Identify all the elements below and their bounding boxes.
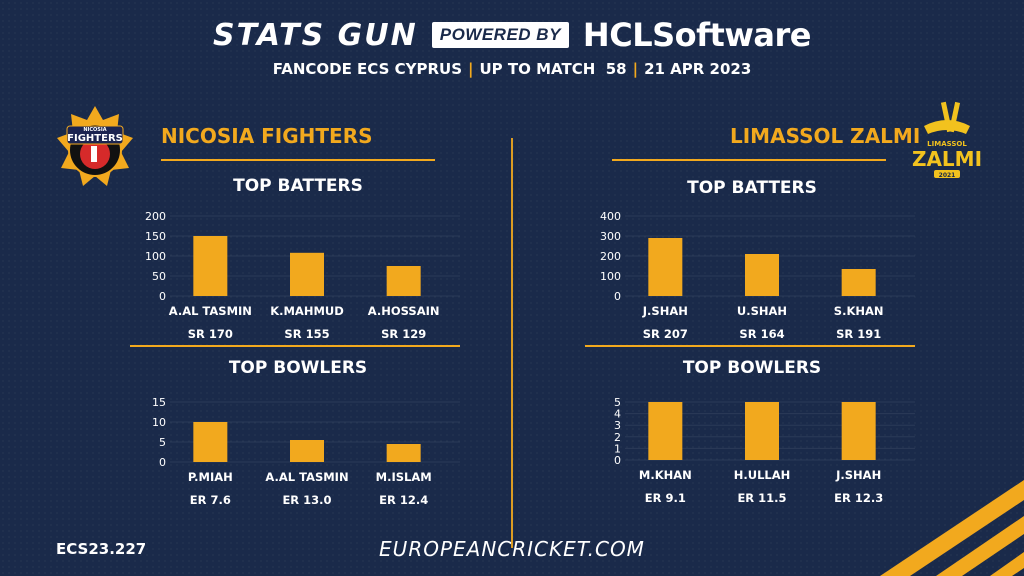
section-title-batters-left: TOP BATTERS (233, 176, 363, 196)
team-name-right: LIMASSOL ZALMI (730, 124, 921, 148)
x-category-label: H.ULLAH (734, 468, 791, 482)
team-underline-right (612, 159, 886, 161)
corner-stripes (880, 480, 1024, 576)
nicosia-fighters-logo: NICOSIA FIGHTERS (57, 106, 133, 186)
bar (386, 266, 421, 296)
stat-sublabel: SR 170 (188, 327, 233, 341)
brand-title: STATS GUN (213, 17, 418, 53)
x-category-label: A.AL TASMIN (169, 304, 252, 318)
y-tick-label: 4 (614, 408, 621, 421)
bar (386, 444, 421, 462)
bar (648, 238, 683, 296)
logo-text: NICOSIA (83, 127, 106, 133)
stat-sublabel: SR 129 (381, 327, 426, 341)
chart-left-batters: 0 50 100 150 200 A.AL TASMIN SR 170 K.MAHMUD SR … (145, 210, 460, 341)
y-tick-label: 200 (600, 250, 621, 263)
x-category-label: M.ISLAM (376, 470, 432, 484)
y-tick-label: 5 (614, 396, 621, 409)
y-tick-label: 300 (600, 230, 621, 243)
limassol-zalmi-logo: LIMASSOL ZALMI 2021 (912, 101, 982, 179)
y-tick-label: 10 (152, 416, 166, 429)
bar (290, 440, 324, 462)
stat-sublabel: ER 13.0 (282, 493, 331, 507)
section-title-bowlers-left: TOP BOWLERS (228, 358, 368, 378)
stat-sublabel: ER 9.1 (645, 491, 686, 505)
subtitle-separator: | (468, 60, 474, 78)
y-tick-label: 0 (614, 290, 621, 303)
team-underline-left (161, 159, 435, 161)
bar (841, 269, 876, 296)
x-category-label: P.MIAH (188, 470, 233, 484)
x-category-label: K.MAHMUD (270, 304, 344, 318)
x-category-label: J.SHAH (835, 468, 881, 482)
x-category-label: A.AL TASMIN (265, 470, 348, 484)
y-tick-label: 100 (145, 250, 166, 263)
bar (193, 236, 228, 296)
stat-sublabel: ER 11.5 (737, 491, 786, 505)
y-tick-label: 100 (600, 270, 621, 283)
team-name-left: NICOSIA FIGHTERS (161, 124, 373, 148)
subtitle-date: 21 APR 2023 (644, 60, 752, 78)
x-category-label: M.KHAN (639, 468, 692, 482)
y-tick-label: 200 (145, 210, 166, 223)
bar (745, 402, 779, 460)
y-tick-label: 5 (159, 436, 166, 449)
chart-left-bowlers: 0 5 10 15 P.MIAH ER 7.6 A.AL TASMIN ER 13.0 M.IS… (152, 396, 460, 507)
y-tick-label: 50 (152, 270, 166, 283)
subtitle-separator: | (632, 60, 639, 78)
logo-text: FIGHTERS (67, 133, 123, 144)
center-divider (511, 138, 513, 548)
y-tick-label: 1 (614, 442, 621, 455)
section-divider-right (585, 345, 915, 347)
section-title-bowlers-right: TOP BOWLERS (682, 358, 822, 378)
stat-sublabel: SR 207 (643, 327, 688, 341)
x-category-label: A.HOSSAIN (368, 304, 440, 318)
subtitle: FANCODE ECS CYPRUS | UP TO MATCH 58 | 21 APR… (0, 60, 1024, 78)
stat-sublabel: ER 12.4 (379, 493, 428, 507)
x-category-label: S.KHAN (834, 304, 884, 318)
subtitle-match: UP TO MATCH 58 (479, 60, 627, 78)
x-category-label: U.SHAH (737, 304, 787, 318)
logo-text: LIMASSOL (927, 140, 967, 148)
section-divider-left (130, 345, 460, 347)
x-category-label: J.SHAH (642, 304, 688, 318)
stat-sublabel: SR 191 (836, 327, 881, 341)
y-tick-label: 3 (614, 419, 621, 432)
header-title: STATS GUN POWERED BY HCLSoftware (0, 16, 1024, 54)
powered-by-badge: POWERED BY (431, 22, 569, 48)
bar (648, 402, 683, 460)
y-tick-label: 150 (145, 230, 166, 243)
bar (193, 422, 228, 462)
bar (841, 402, 876, 460)
stat-sublabel: ER 7.6 (190, 493, 231, 507)
footer-site: EUROPEANCRICKET.COM (379, 537, 645, 561)
stat-sublabel: ER 12.3 (834, 491, 883, 505)
bar (745, 254, 779, 296)
bar (290, 252, 324, 296)
y-tick-label: 15 (152, 396, 166, 409)
sponsor-logo: HCLSoftware (582, 16, 812, 54)
chart-right-batters: 0 100 200 300 400 J.SHAH SR 207 U.SHAH SR 164 S.K… (600, 210, 915, 341)
y-tick-label: 400 (600, 210, 621, 223)
stat-sublabel: SR 164 (739, 327, 784, 341)
logo-text: ZALMI (912, 147, 982, 171)
y-tick-label: 0 (159, 290, 166, 303)
logo-text: 2021 (939, 172, 956, 179)
y-tick-label: 2 (614, 431, 621, 444)
section-title-batters-right: TOP BATTERS (687, 178, 817, 198)
y-tick-label: 0 (614, 454, 621, 467)
stat-sublabel: SR 155 (284, 327, 329, 341)
y-tick-label: 0 (159, 456, 166, 469)
subtitle-competition: FANCODE ECS CYPRUS (272, 60, 463, 78)
footer-code: ECS23.227 (56, 540, 147, 558)
